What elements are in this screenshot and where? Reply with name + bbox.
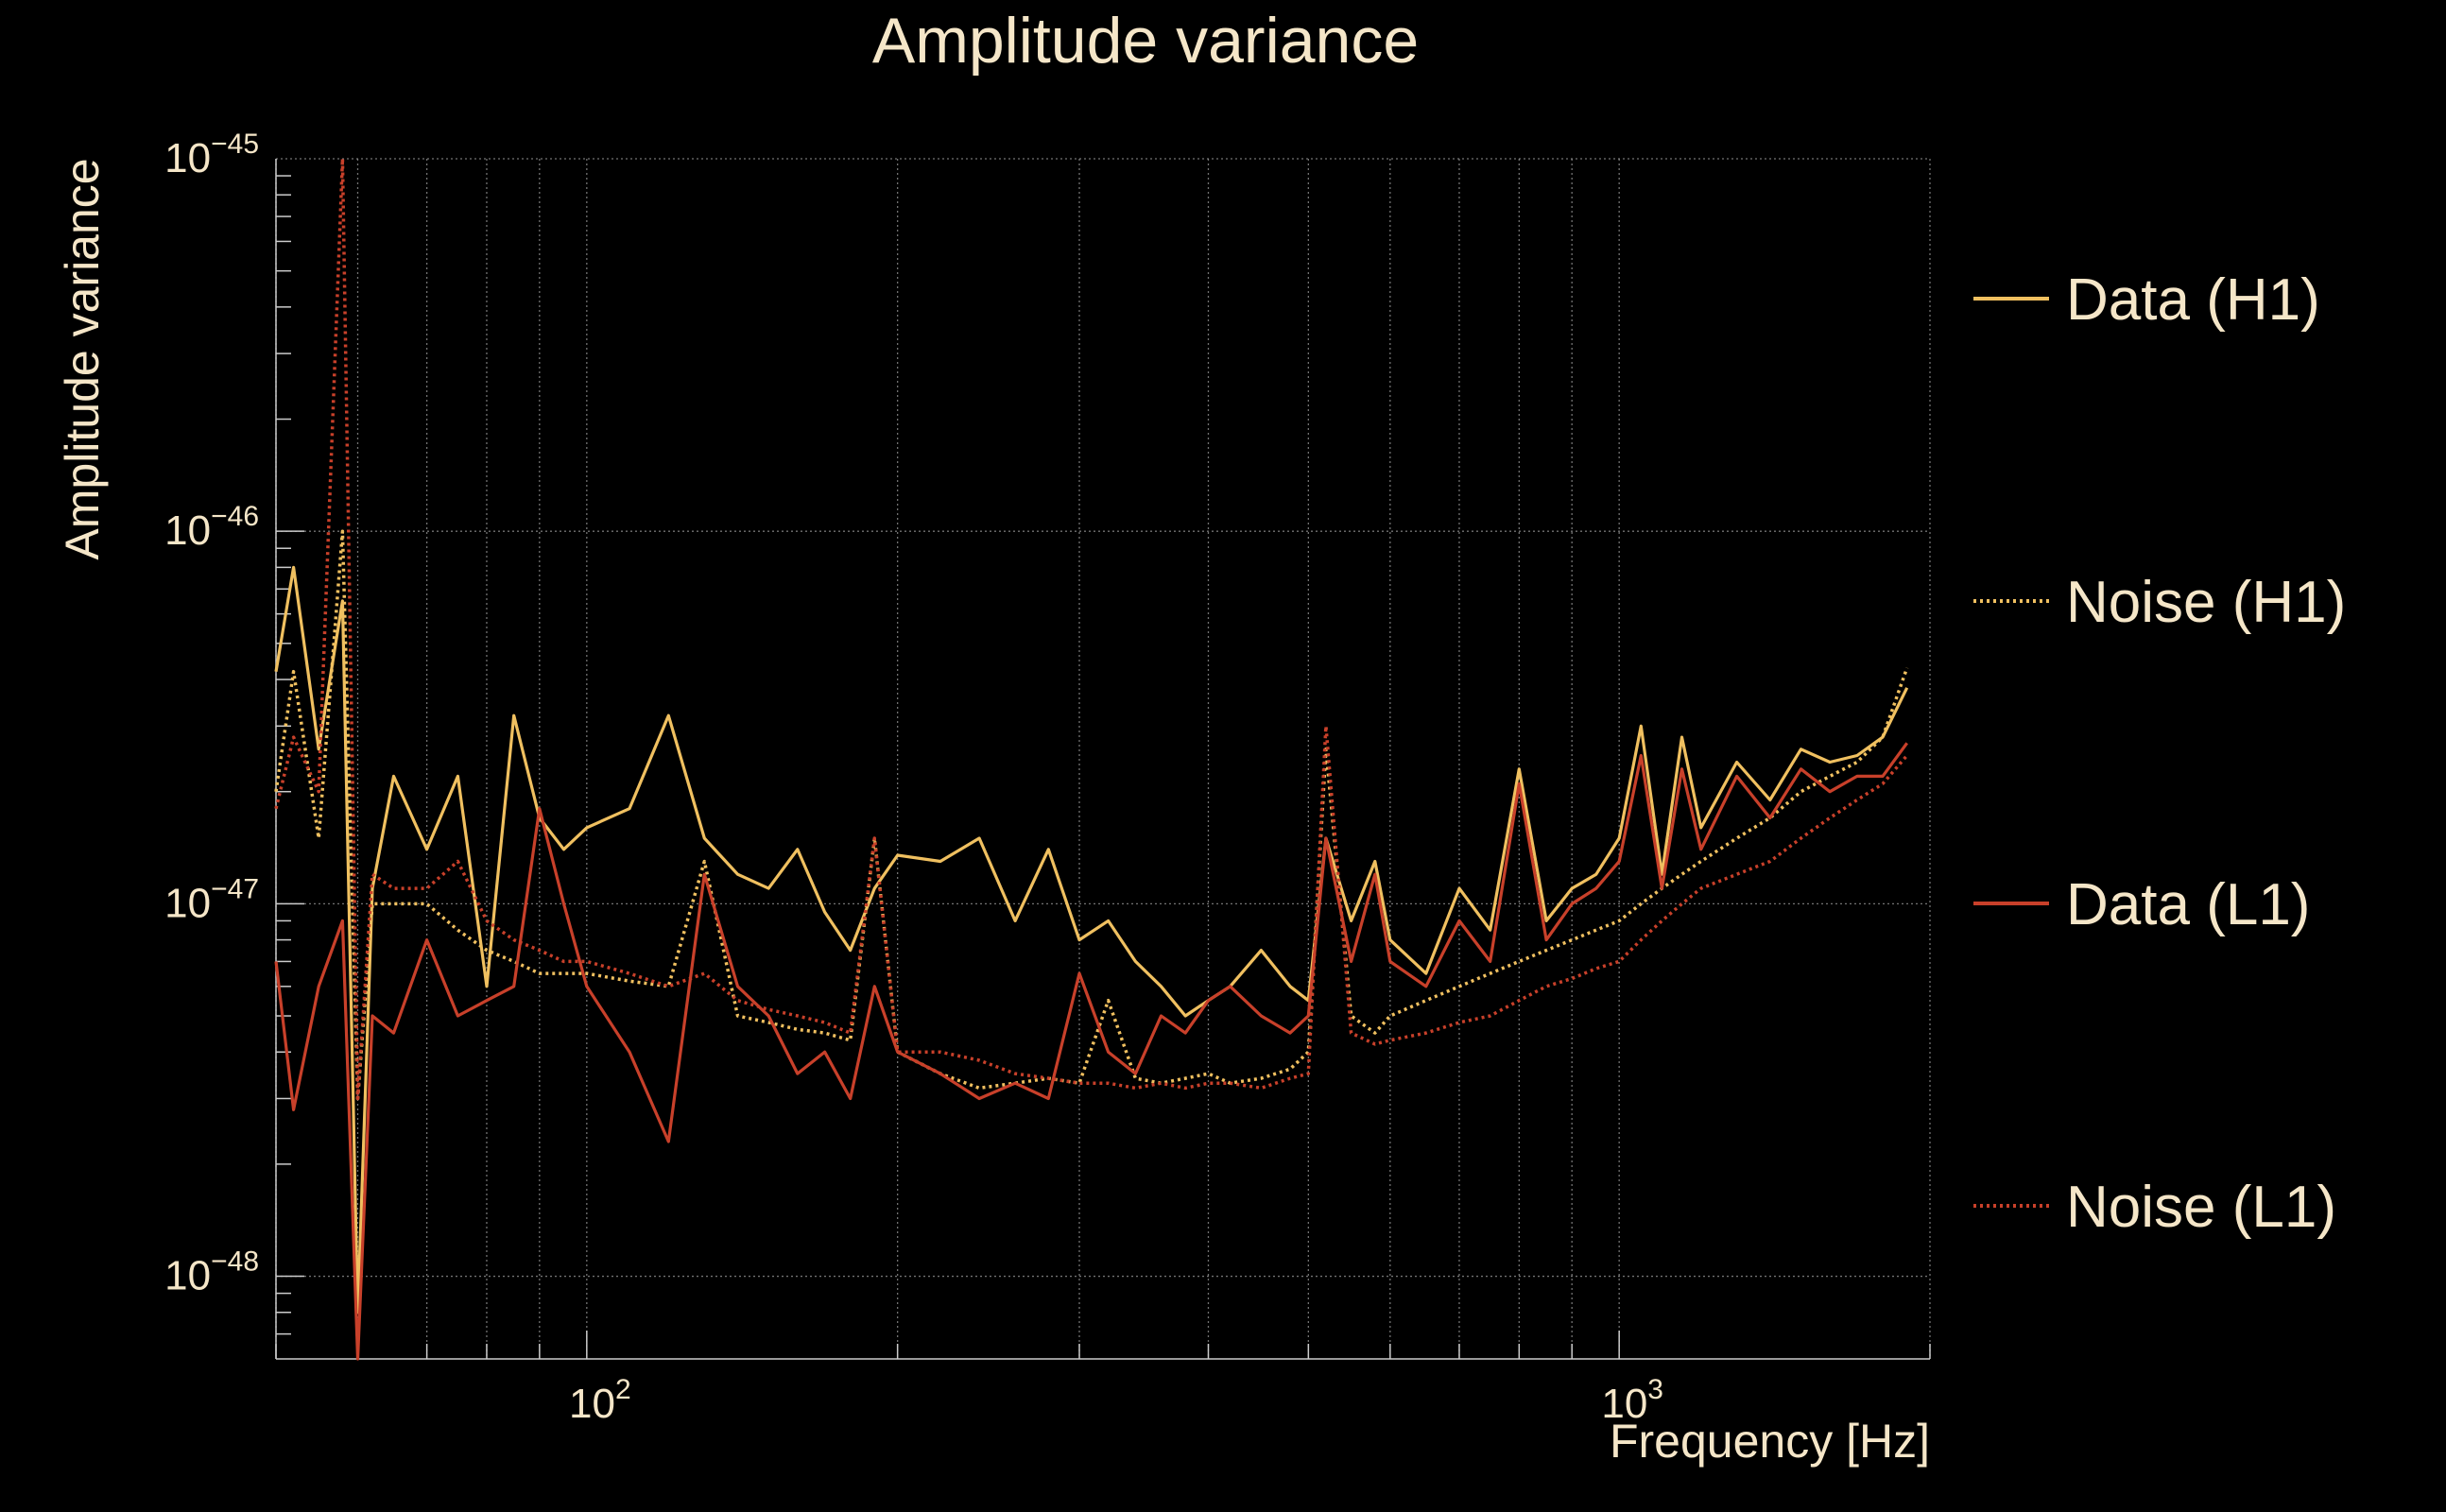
series-line-1 [274,529,1909,1101]
x-tick-label: 102 [569,1374,631,1427]
chart-title: Amplitude variance [872,5,1419,77]
x-tick-label-exponent: 2 [615,1374,631,1405]
legend-label: Noise (L1) [2066,1175,2336,1240]
series-line-2 [274,742,1908,1361]
series-line-0 [274,565,1909,1314]
y-tick-label: 10−48 [164,1246,259,1299]
x-axis-label: Frequency [Hz] [1610,1415,1930,1468]
y-tick-label-base: 10 [164,1253,211,1299]
legend-label: Data (H1) [2066,267,2320,333]
y-tick-label-base: 10 [164,880,211,926]
series-line-3 [274,157,1909,1101]
y-tick-label-exponent: −46 [211,501,259,532]
series-group [274,157,1909,1361]
y-tick-label: 10−46 [164,501,259,554]
y-tick-label: 10−47 [164,873,259,926]
y-tick-label-exponent: −48 [211,1246,259,1278]
y-tick-label-exponent: −45 [211,129,259,160]
grid [275,158,1931,1359]
y-tick-label: 10−45 [164,129,259,181]
legend-label: Noise (H1) [2066,570,2346,635]
y-tick-label-base: 10 [164,507,211,554]
x-tick-label: 103 [1601,1374,1663,1427]
y-axis-label: Amplitude variance [56,158,109,559]
x-tick-label-exponent: 3 [1647,1374,1663,1405]
legend: Data (H1) Noise (H1) Data (L1) Noise (L1) [1973,267,2346,1240]
x-tick-label-base: 10 [569,1381,615,1427]
y-tick-label-base: 10 [164,135,211,181]
legend-label: Data (L1) [2066,872,2310,937]
y-tick-label-exponent: −47 [211,873,259,904]
x-tick-label-base: 10 [1601,1381,1647,1427]
